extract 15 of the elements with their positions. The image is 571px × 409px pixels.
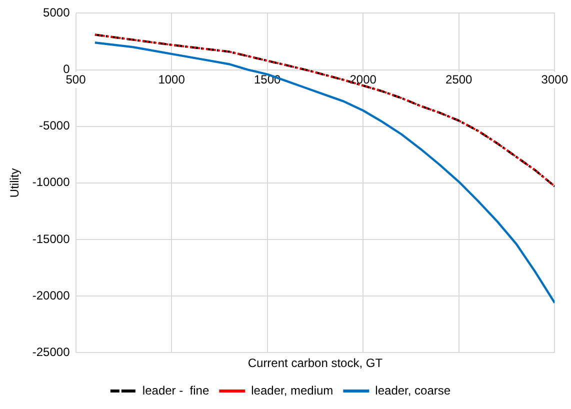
y-tick-label: 5000: [43, 6, 70, 20]
x-axis-title: Current carbon stock, GT: [248, 356, 384, 370]
y-tick-label: -15000: [32, 232, 70, 246]
legend-label: leader, coarse: [375, 383, 451, 398]
legend-label: leader - fine: [142, 383, 210, 398]
y-tick-label: -20000: [32, 288, 70, 302]
legend-label: leader, medium: [251, 383, 334, 398]
y-tick-label: -5000: [39, 118, 70, 133]
y-tick-label: -10000: [32, 175, 70, 190]
x-tick-label: 500: [66, 72, 86, 86]
x-tick-label: 2500: [446, 72, 473, 86]
y-tick-label: -25000: [32, 344, 70, 359]
x-tick-label: 1000: [158, 72, 186, 86]
x-tick-label: 3000: [541, 72, 568, 86]
y-axis-title: Utility: [8, 168, 22, 198]
